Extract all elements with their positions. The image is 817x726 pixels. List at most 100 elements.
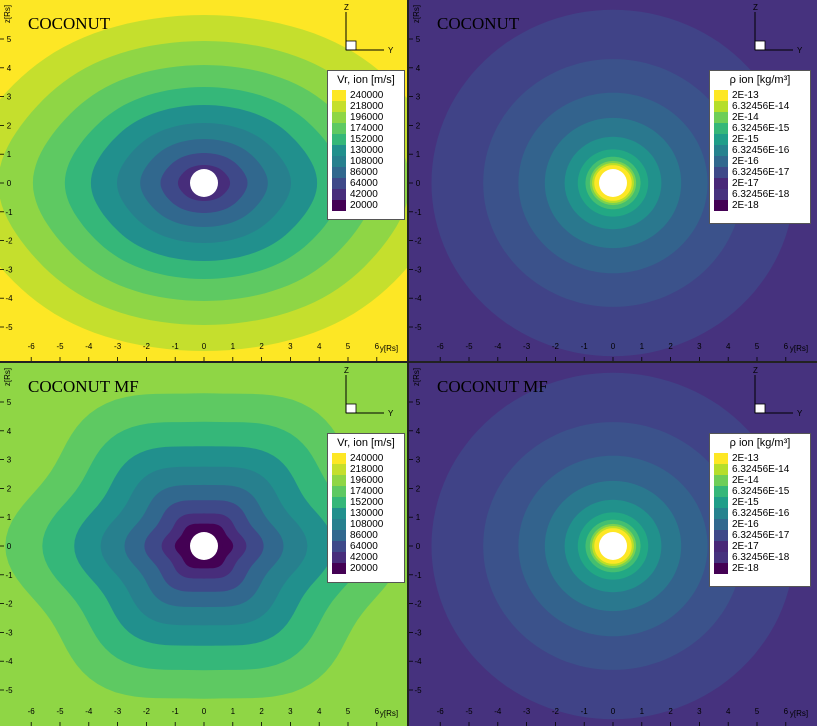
- colorbar-legend: ρ ion [kg/m³] 2E-13 6.32456E-14 2E-14 6.324…: [709, 433, 811, 587]
- panel-top-left: -6 -5 -4 -3 -2 -1 0 1 2 3 4 5 6 y[Rs] -5 -4 -3 -2 -1 0 1 2 3 4 5…: [0, 0, 407, 361]
- legend-level-label: 240000: [350, 453, 384, 464]
- legend-swatch: [714, 464, 728, 475]
- legend-swatch: [332, 453, 346, 464]
- legend-level-label: 6.32456E-15: [732, 486, 790, 497]
- x-tick-label: 6: [375, 342, 380, 351]
- x-tick-label: 2: [668, 707, 673, 716]
- legend-level-label: 108000: [350, 519, 384, 530]
- legend-level-label: 2E-18: [732, 200, 759, 211]
- x-tick-label: 4: [317, 342, 322, 351]
- z-tick-label: -3: [414, 265, 422, 274]
- legend-level-label: 174000: [350, 123, 384, 134]
- x-tick-label: -5: [465, 342, 473, 351]
- legend-swatch: [332, 167, 346, 178]
- legend-level-label: 130000: [350, 145, 384, 156]
- z-tick-label: -3: [5, 265, 13, 274]
- legend-level-label: 152000: [350, 134, 384, 145]
- legend-swatch: [714, 453, 728, 464]
- legend-title: ρ ion [kg/m³]: [729, 74, 791, 86]
- x-tick-label: -1: [581, 342, 589, 351]
- z-tick-label: 3: [416, 93, 421, 102]
- x-tick-label: 2: [259, 707, 264, 716]
- panel-bottom-left: -6 -5 -4 -3 -2 -1 0 1 2 3 4 5 6 y[Rs] -5 -4 -3 -2 -1 0 1 2 3 4 5…: [0, 363, 407, 726]
- legend-swatch: [332, 178, 346, 189]
- x-tick-label: -5: [465, 707, 473, 716]
- x-tick-label: -2: [552, 342, 560, 351]
- triad-cube: [345, 40, 357, 51]
- legend-level-label: 2E-14: [732, 475, 759, 486]
- triad-y-label: Y: [797, 409, 803, 418]
- z-tick-label: -1: [5, 571, 13, 580]
- legend-swatch: [714, 90, 728, 101]
- z-tick-label: 0: [416, 179, 421, 188]
- z-tick-label: -2: [414, 237, 422, 246]
- z-tick-label: 3: [7, 93, 12, 102]
- legend-level-label: 6.32456E-14: [732, 464, 790, 475]
- z-tick-label: 4: [416, 427, 421, 436]
- legend-level-label: 42000: [350, 552, 378, 563]
- legend-title: Vr, ion [m/s]: [337, 74, 395, 86]
- x-tick-label: 1: [231, 707, 236, 716]
- legend-level-label: 2E-16: [732, 156, 759, 167]
- legend-level-label: 152000: [350, 497, 384, 508]
- legend-swatch: [332, 530, 346, 541]
- x-tick-label: 1: [640, 707, 645, 716]
- z-tick-label: 5: [416, 398, 421, 407]
- legend-level-label: 2E-13: [732, 90, 759, 101]
- x-axis-label: y[Rs]: [380, 344, 398, 353]
- z-tick-label: 4: [416, 64, 421, 73]
- x-tick-label: -5: [56, 342, 64, 351]
- x-tick-label: -6: [28, 342, 36, 351]
- legend-level-label: 86000: [350, 530, 378, 541]
- legend-swatch: [332, 90, 346, 101]
- sun-disk: [599, 532, 627, 560]
- x-tick-label: 4: [726, 342, 731, 351]
- legend-swatch: [714, 167, 728, 178]
- legend-level-label: 2E-18: [732, 563, 759, 574]
- panel-divider-horizontal: [0, 361, 817, 363]
- x-tick-label: -1: [172, 707, 180, 716]
- z-tick-label: -2: [5, 237, 13, 246]
- z-tick-label: -4: [5, 657, 13, 666]
- legend-level-label: 2E-14: [732, 112, 759, 123]
- x-tick-label: -6: [437, 342, 445, 351]
- x-tick-label: 0: [202, 707, 207, 716]
- legend-level-label: 6.32456E-17: [732, 167, 790, 178]
- x-axis-label: y[Rs]: [790, 709, 808, 718]
- x-tick-label: -1: [581, 707, 589, 716]
- x-tick-label: 1: [231, 342, 236, 351]
- legend-swatch: [332, 200, 346, 211]
- z-tick-label: 5: [416, 35, 421, 44]
- legend-level-label: 6.32456E-18: [732, 189, 790, 200]
- x-tick-label: 5: [755, 342, 760, 351]
- x-tick-label: -5: [56, 707, 64, 716]
- x-tick-label: 2: [668, 342, 673, 351]
- legend-title: Vr, ion [m/s]: [337, 437, 395, 449]
- legend-swatch: [714, 101, 728, 112]
- triad-y-label: Y: [388, 409, 394, 418]
- z-axis-label: z[Rs]: [412, 5, 421, 23]
- z-axis-label: z[Rs]: [3, 5, 12, 23]
- triad-z-label: Z: [753, 366, 758, 375]
- x-tick-label: -3: [523, 342, 531, 351]
- colorbar-legend: Vr, ion [m/s] 240000 218000 196000 174000 15…: [327, 433, 405, 583]
- legend-swatch: [332, 134, 346, 145]
- x-tick-label: 5: [346, 342, 351, 351]
- triad-y-label: Y: [388, 46, 394, 55]
- z-tick-label: 2: [7, 121, 12, 130]
- legend-level-label: 2E-13: [732, 453, 759, 464]
- legend-swatch: [332, 145, 346, 156]
- sun-disk: [190, 532, 218, 560]
- legend-swatch: [714, 519, 728, 530]
- x-tick-label: -3: [523, 707, 531, 716]
- x-tick-label: 6: [784, 707, 789, 716]
- legend-swatch: [714, 475, 728, 486]
- x-tick-label: 0: [611, 342, 616, 351]
- legend-swatch: [332, 475, 346, 486]
- panel-divider-vertical: [407, 0, 409, 726]
- legend-level-label: 218000: [350, 464, 384, 475]
- sun-disk: [190, 169, 218, 197]
- triad-cube: [754, 403, 766, 414]
- legend-swatch: [332, 552, 346, 563]
- legend-level-label: 196000: [350, 112, 384, 123]
